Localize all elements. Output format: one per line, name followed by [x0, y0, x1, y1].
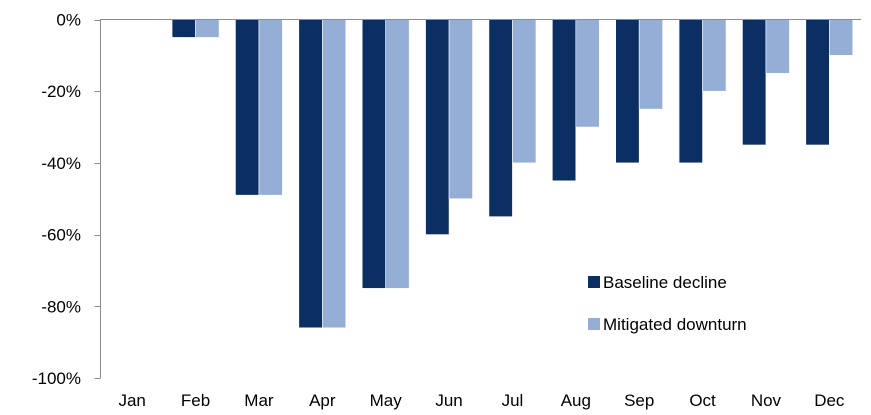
bar-baseline-mar	[235, 19, 260, 196]
legend-label-mitigated: Mitigated downturn	[603, 315, 747, 334]
x-tick-label: Mar	[244, 391, 274, 410]
x-tick-label: Dec	[814, 391, 845, 410]
bar-baseline-sep	[615, 19, 640, 164]
bar-baseline-jun	[425, 19, 450, 235]
axes-group	[100, 19, 861, 378]
x-tick-label: Aug	[561, 391, 591, 410]
bar-mitigated-oct	[702, 19, 727, 92]
y-tick-label: -80%	[41, 297, 81, 316]
x-tick-label: Nov	[751, 391, 782, 410]
bar-mitigated-aug	[575, 19, 600, 128]
bar-baseline-feb	[171, 19, 196, 38]
bar-mitigated-feb	[195, 19, 220, 38]
y-axis-ticks: 0% -20% -40% -60% -80% -100%	[32, 11, 101, 388]
legend: Baseline decline Mitigated downturn	[588, 273, 747, 334]
bar-baseline-dec	[805, 19, 830, 146]
x-tick-label: Jan	[118, 391, 145, 410]
bar-baseline-may	[361, 19, 386, 289]
x-tick-label: Feb	[181, 391, 210, 410]
bar-baseline-apr	[298, 19, 323, 329]
x-tick-label: Sep	[624, 391, 654, 410]
legend-swatch-baseline	[588, 276, 600, 288]
bar-baseline-aug	[552, 19, 577, 182]
y-tick-label: -100%	[32, 369, 81, 388]
bar-mitigated-apr	[322, 19, 347, 329]
bar-baseline-nov	[742, 19, 767, 146]
bar-mitigated-may	[385, 19, 410, 289]
x-axis-labels: Jan Feb Mar Apr May Jun Jul Aug Sep Oct Nov Dec	[118, 391, 844, 410]
x-tick-label: Apr	[309, 391, 336, 410]
y-tick-label: -20%	[41, 82, 81, 101]
bar-mitigated-mar	[258, 19, 283, 196]
x-tick-label: Oct	[689, 391, 716, 410]
x-tick-label: Jul	[502, 391, 524, 410]
bar-baseline-oct	[678, 19, 703, 164]
bar-mitigated-nov	[765, 19, 790, 74]
bars-group	[171, 19, 854, 329]
legend-label-baseline: Baseline decline	[603, 273, 727, 292]
bar-mitigated-jul	[512, 19, 537, 164]
x-tick-label: May	[370, 391, 403, 410]
y-tick-label: -40%	[41, 154, 81, 173]
legend-swatch-mitigated	[588, 318, 600, 330]
bar-mitigated-dec	[829, 19, 854, 56]
y-tick-label: -60%	[41, 226, 81, 245]
bar-mitigated-jun	[448, 19, 473, 200]
y-tick-label: 0%	[56, 11, 81, 30]
bar-mitigated-sep	[638, 19, 663, 110]
x-tick-label: Jun	[435, 391, 462, 410]
bar-baseline-jul	[488, 19, 513, 217]
